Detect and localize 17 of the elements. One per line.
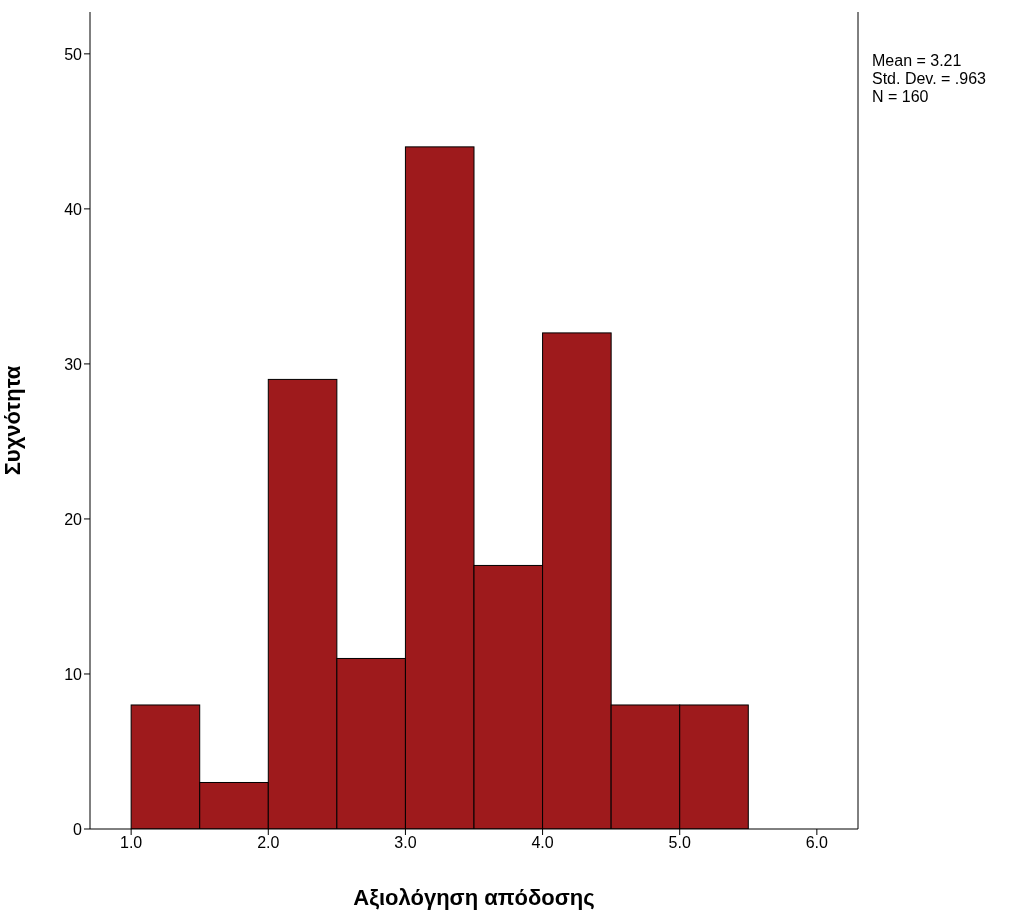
text: Mean = 3.21 (872, 52, 963, 70)
x-tick-label: 2.0 (257, 834, 280, 852)
x-tick-label: 3.0 (394, 834, 417, 852)
y-tick-label: 0 (73, 820, 83, 838)
x-tick-label: 6.0 (805, 834, 829, 852)
x-tick-label: 1.0 (120, 834, 143, 852)
y-tick-label: 10 (64, 665, 83, 683)
x-tick-label: 4.0 (531, 834, 554, 852)
y-axis-title: Συχνότητα (0, 365, 25, 476)
x-axis-title: Αξιολόγηση απόδοσης (353, 885, 595, 910)
x-tick-label: 5.0 (668, 834, 691, 852)
y-tick-label: 20 (64, 510, 83, 528)
y-tick-label: 50 (64, 45, 83, 63)
y-tick-label: 40 (64, 200, 83, 218)
text: Std. Dev. = .963 (872, 70, 986, 88)
y-tick-label: 30 (64, 355, 83, 373)
text: N = 160 (872, 88, 930, 106)
